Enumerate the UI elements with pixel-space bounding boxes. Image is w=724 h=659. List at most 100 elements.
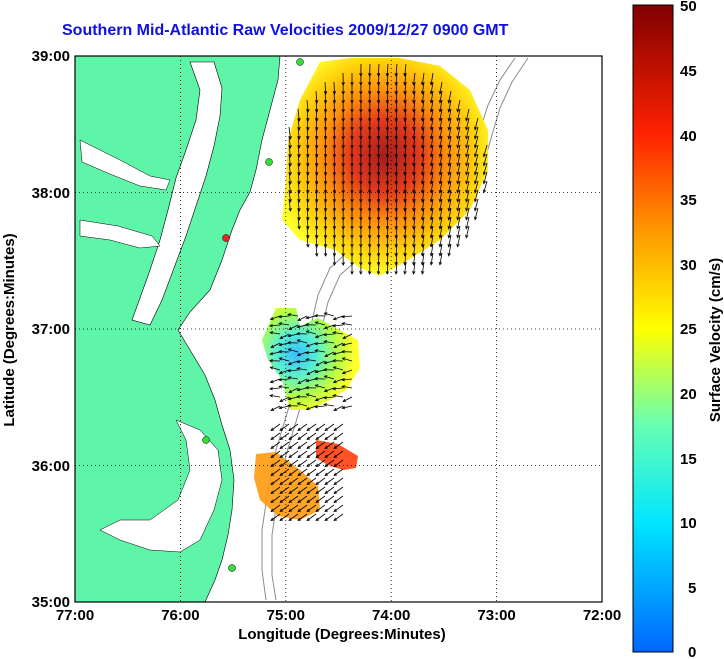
velocity-arrow (324, 108, 327, 122)
velocity-arrow-head (270, 463, 275, 468)
velocity-arrow (421, 117, 425, 130)
velocity-arrow-head (376, 271, 381, 275)
colorbar-tick-label: 0 (688, 644, 696, 659)
velocity-arrow (448, 198, 452, 211)
velocity-arrow (306, 459, 317, 467)
velocity-arrow-head (297, 454, 302, 459)
velocity-arrow (448, 180, 452, 193)
velocity-arrow (333, 495, 344, 503)
x-tick-label: 73:00 (477, 607, 515, 624)
velocity-arrow (430, 162, 434, 175)
velocity-arrow (378, 180, 380, 194)
velocity-arrow-head (350, 271, 354, 275)
velocity-arrow (457, 153, 461, 166)
velocity-arrow (324, 243, 327, 257)
velocity-arrow-head (438, 162, 443, 167)
velocity-arrow-head (278, 357, 283, 361)
velocity-arrow (378, 144, 380, 158)
velocity-arrow-head (315, 490, 320, 495)
velocity-arrow (324, 387, 335, 392)
velocity-arrow (404, 144, 407, 157)
velocity-arrow (297, 108, 300, 121)
velocity-arrow (395, 90, 398, 104)
velocity-arrow-head (305, 315, 310, 320)
velocity-arrow-head (438, 144, 443, 149)
velocity-arrow (395, 198, 398, 212)
velocity-arrow (315, 369, 326, 373)
velocity-arrow (315, 504, 326, 512)
velocity-arrow (395, 144, 398, 158)
velocity-arrow (324, 324, 335, 329)
velocity-arrow-head (438, 108, 443, 113)
velocity-arrow (413, 261, 416, 274)
velocity-arrow (448, 108, 452, 121)
velocity-arrow (315, 90, 318, 104)
velocity-arrow (315, 216, 318, 230)
velocity-arrow-head (438, 216, 443, 221)
velocity-arrow-head (332, 323, 336, 328)
velocity-arrow-head (279, 499, 284, 504)
velocity-arrow-head (438, 153, 443, 158)
velocity-arrow (297, 126, 300, 139)
velocity-arrow (404, 99, 407, 112)
velocity-arrow (386, 108, 389, 122)
velocity-arrow (378, 108, 380, 122)
velocity-arrow (342, 342, 353, 346)
velocity-arrow-head (447, 189, 451, 194)
velocity-arrow (413, 99, 416, 112)
velocity-arrow (324, 81, 327, 95)
velocity-arrow (465, 171, 470, 184)
velocity-arrow (315, 117, 318, 131)
velocity-arrow-head (296, 367, 301, 371)
velocity-arrow (306, 144, 309, 157)
x-tick-label: 75:00 (267, 607, 305, 624)
velocity-arrow (306, 126, 309, 139)
velocity-arrow-head (287, 404, 291, 408)
velocity-arrow (324, 459, 335, 467)
velocity-arrow-head (429, 252, 434, 257)
velocity-arrow-head (270, 508, 275, 513)
velocity-arrow (421, 153, 425, 166)
velocity-arrow-head (287, 333, 292, 338)
velocity-arrow-head (296, 395, 300, 399)
velocity-arrow (315, 468, 326, 476)
velocity-arrow (378, 99, 380, 113)
velocity-arrow-head (332, 316, 337, 321)
velocity-arrow (306, 468, 317, 476)
velocity-arrow (413, 72, 416, 85)
velocity-arrow (413, 117, 416, 130)
velocity-arrow-head (456, 243, 460, 248)
velocity-arrow-head (341, 322, 346, 326)
velocity-arrow-head (333, 472, 338, 477)
velocity-arrow-head (438, 126, 443, 131)
colorbar-gradient (632, 4, 674, 653)
velocity-arrow (279, 468, 290, 476)
velocity-arrow-head (474, 171, 478, 176)
velocity-arrow (315, 144, 318, 158)
velocity-arrow-head (376, 154, 381, 158)
velocity-arrow (413, 81, 416, 94)
velocity-arrow (457, 234, 461, 247)
velocity-arrow-head (297, 508, 302, 513)
velocity-arrow (413, 171, 416, 184)
velocity-arrow (457, 198, 461, 211)
velocity-arrow (279, 477, 290, 485)
velocity-arrow-head (474, 135, 478, 140)
velocity-arrow (404, 108, 407, 121)
velocity-arrow (439, 198, 443, 211)
velocity-arrow (457, 135, 461, 148)
velocity-arrow (324, 153, 327, 167)
velocity-arrow-head (438, 99, 443, 104)
velocity-arrow (306, 423, 317, 431)
velocity-arrow (333, 450, 344, 458)
velocity-arrow-head (332, 394, 337, 398)
velocity-arrow (413, 108, 416, 121)
velocity-arrow (413, 198, 416, 211)
velocity-arrow (288, 387, 299, 393)
velocity-arrow (386, 198, 389, 212)
map-title: Southern Mid-Atlantic Raw Velocities 200… (62, 22, 509, 39)
velocity-arrow (333, 405, 344, 411)
velocity-arrow-head (429, 234, 434, 239)
velocity-arrow (315, 513, 326, 521)
velocity-arrow (297, 153, 300, 166)
